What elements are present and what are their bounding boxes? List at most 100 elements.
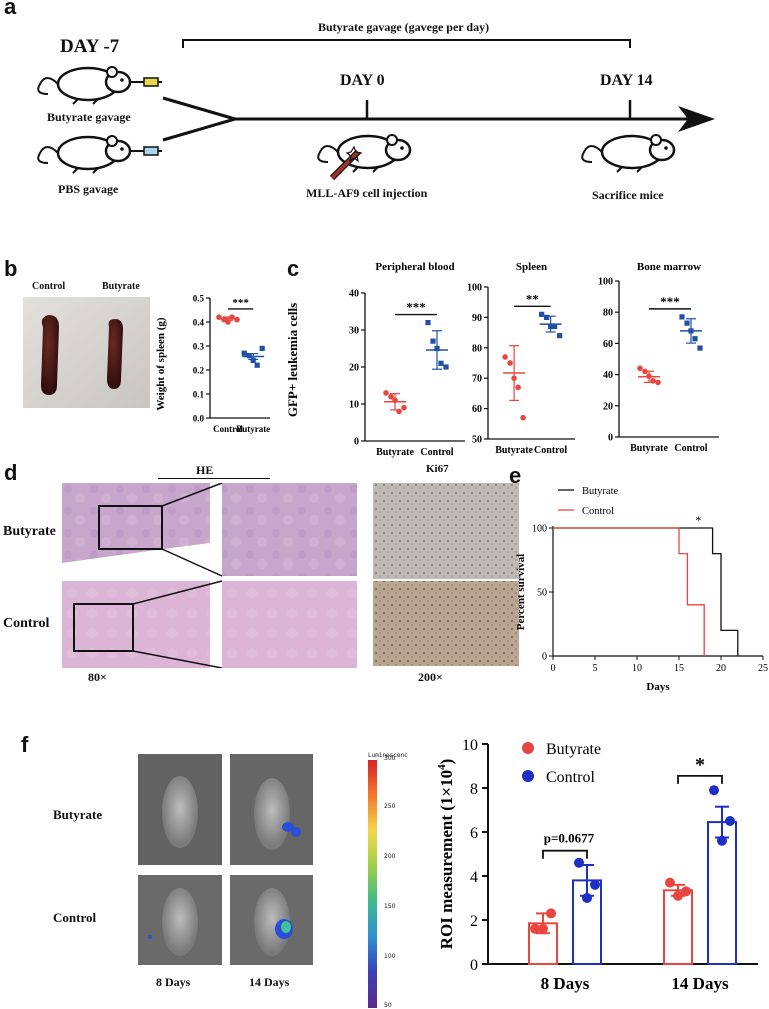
y-tick-label: 0	[608, 433, 613, 444]
y-tick-label: 0.3	[193, 342, 205, 352]
data-point	[507, 360, 513, 366]
data-point	[530, 923, 540, 934]
x-tick-label: Control	[674, 443, 707, 454]
significance-label: **	[526, 291, 539, 306]
y-tick-label: 80	[472, 343, 482, 354]
y-tick-label: 100	[598, 277, 613, 288]
data-point	[539, 311, 545, 317]
data-point	[538, 923, 548, 934]
pbs-gavage-label: PBS gavage	[58, 182, 119, 196]
x-tick-label: Control	[420, 447, 453, 458]
data-point	[246, 353, 252, 359]
data-point	[642, 368, 648, 375]
y-tick-label: 6	[470, 825, 478, 842]
data-point	[430, 338, 436, 344]
ki67-label: Ki67	[426, 463, 449, 475]
data-point	[590, 879, 600, 890]
data-point	[434, 345, 440, 352]
y-tick-label: 2	[470, 913, 478, 930]
y-tick-label: 0.4	[193, 318, 205, 328]
x-tick-label: Butyrate	[376, 447, 414, 458]
panel-a-timeline	[37, 39, 715, 181]
data-point	[229, 314, 235, 320]
x-tick-label: Control	[534, 445, 567, 456]
scale-tick: 200	[384, 853, 396, 860]
row-label-control-f: Control	[53, 910, 97, 925]
scale-tick: 100	[384, 953, 396, 960]
panel-label-c: c	[287, 256, 300, 281]
data-point	[515, 384, 521, 391]
x-tick-label: 0	[551, 663, 556, 674]
photo-butyrate-label: Butyrate	[102, 281, 140, 292]
scale-tick: 150	[384, 903, 396, 910]
significance-bracket	[542, 849, 588, 859]
data-point	[254, 362, 260, 368]
legend-label: Control	[546, 769, 595, 786]
y-tick-label: 8	[470, 781, 478, 798]
x-tick-label: Butyrate	[236, 424, 270, 434]
data-point	[665, 877, 675, 888]
panel-label-f: f	[21, 732, 29, 757]
x-tick-label: Butyrate	[630, 443, 668, 454]
y-tick-label: 100	[532, 524, 547, 535]
significance-label: ***	[406, 300, 426, 315]
data-point	[725, 816, 735, 826]
y-tick-label: 50	[472, 435, 482, 446]
mag-200-label: 200×	[418, 670, 443, 684]
histology-images	[62, 483, 519, 668]
y-tick-label: 80	[603, 308, 613, 319]
chart-title: Peripheral blood	[375, 261, 454, 273]
significance-bracket	[677, 775, 723, 784]
y-tick-label: 0.2	[193, 366, 205, 376]
scale-tick: 50	[384, 1002, 392, 1009]
row-label-control-d: Control	[3, 616, 50, 631]
data-point	[388, 393, 394, 400]
col-label-8days: 8 Days	[156, 975, 191, 989]
mouse-sacrifice-icon	[581, 134, 676, 173]
legend-marker	[522, 770, 534, 782]
x-tick-label: 14 Days	[671, 974, 729, 993]
y-tick-label: 50	[537, 588, 547, 599]
x-tick-label: 20	[716, 663, 726, 674]
injection-label: MLL-AF9 cell injection	[306, 186, 428, 200]
x-tick-label: Butyrate	[495, 445, 533, 456]
data-point	[697, 345, 703, 351]
data-point	[546, 908, 556, 919]
panel-label-d: d	[4, 460, 18, 485]
data-point	[646, 373, 652, 379]
data-point	[544, 314, 550, 320]
data-point	[650, 378, 656, 384]
he-label: HE	[196, 463, 214, 477]
arrow-head-icon	[678, 106, 715, 132]
y-tick-label: 60	[603, 339, 613, 350]
x-tick-label: 8 Days	[541, 974, 590, 993]
he-bar	[158, 478, 270, 479]
data-point	[655, 379, 661, 386]
y-tick-label: 100	[467, 283, 482, 294]
survival-line	[553, 527, 705, 656]
y-tick-label: 30	[349, 326, 359, 337]
y-axis-label: Weight of spleen (g)	[155, 317, 167, 411]
x-tick-label: 15	[674, 663, 684, 674]
data-point	[502, 354, 508, 360]
sacrifice-label: Sacrifice mice	[592, 188, 664, 202]
panel-label-a: a	[4, 0, 17, 19]
scale-ticks: 300 250 200 150 100 50	[380, 755, 410, 1009]
y-tick-label: 10	[349, 400, 359, 411]
data-point	[425, 320, 431, 326]
data-point	[552, 323, 558, 330]
data-point	[438, 360, 444, 366]
data-point	[392, 397, 398, 404]
scale-tick: 300	[384, 755, 396, 762]
luminescence-scale-bar	[368, 760, 377, 1008]
scale-title: Luminescenc	[368, 752, 408, 759]
fork-line-bottom	[162, 117, 236, 142]
x-axis-label: Days	[646, 681, 670, 693]
survival-line	[553, 527, 739, 656]
data-point	[673, 890, 683, 901]
data-point	[225, 319, 231, 325]
col-label-14days: 14 Days	[249, 975, 290, 989]
bioluminescence-images	[138, 754, 313, 965]
